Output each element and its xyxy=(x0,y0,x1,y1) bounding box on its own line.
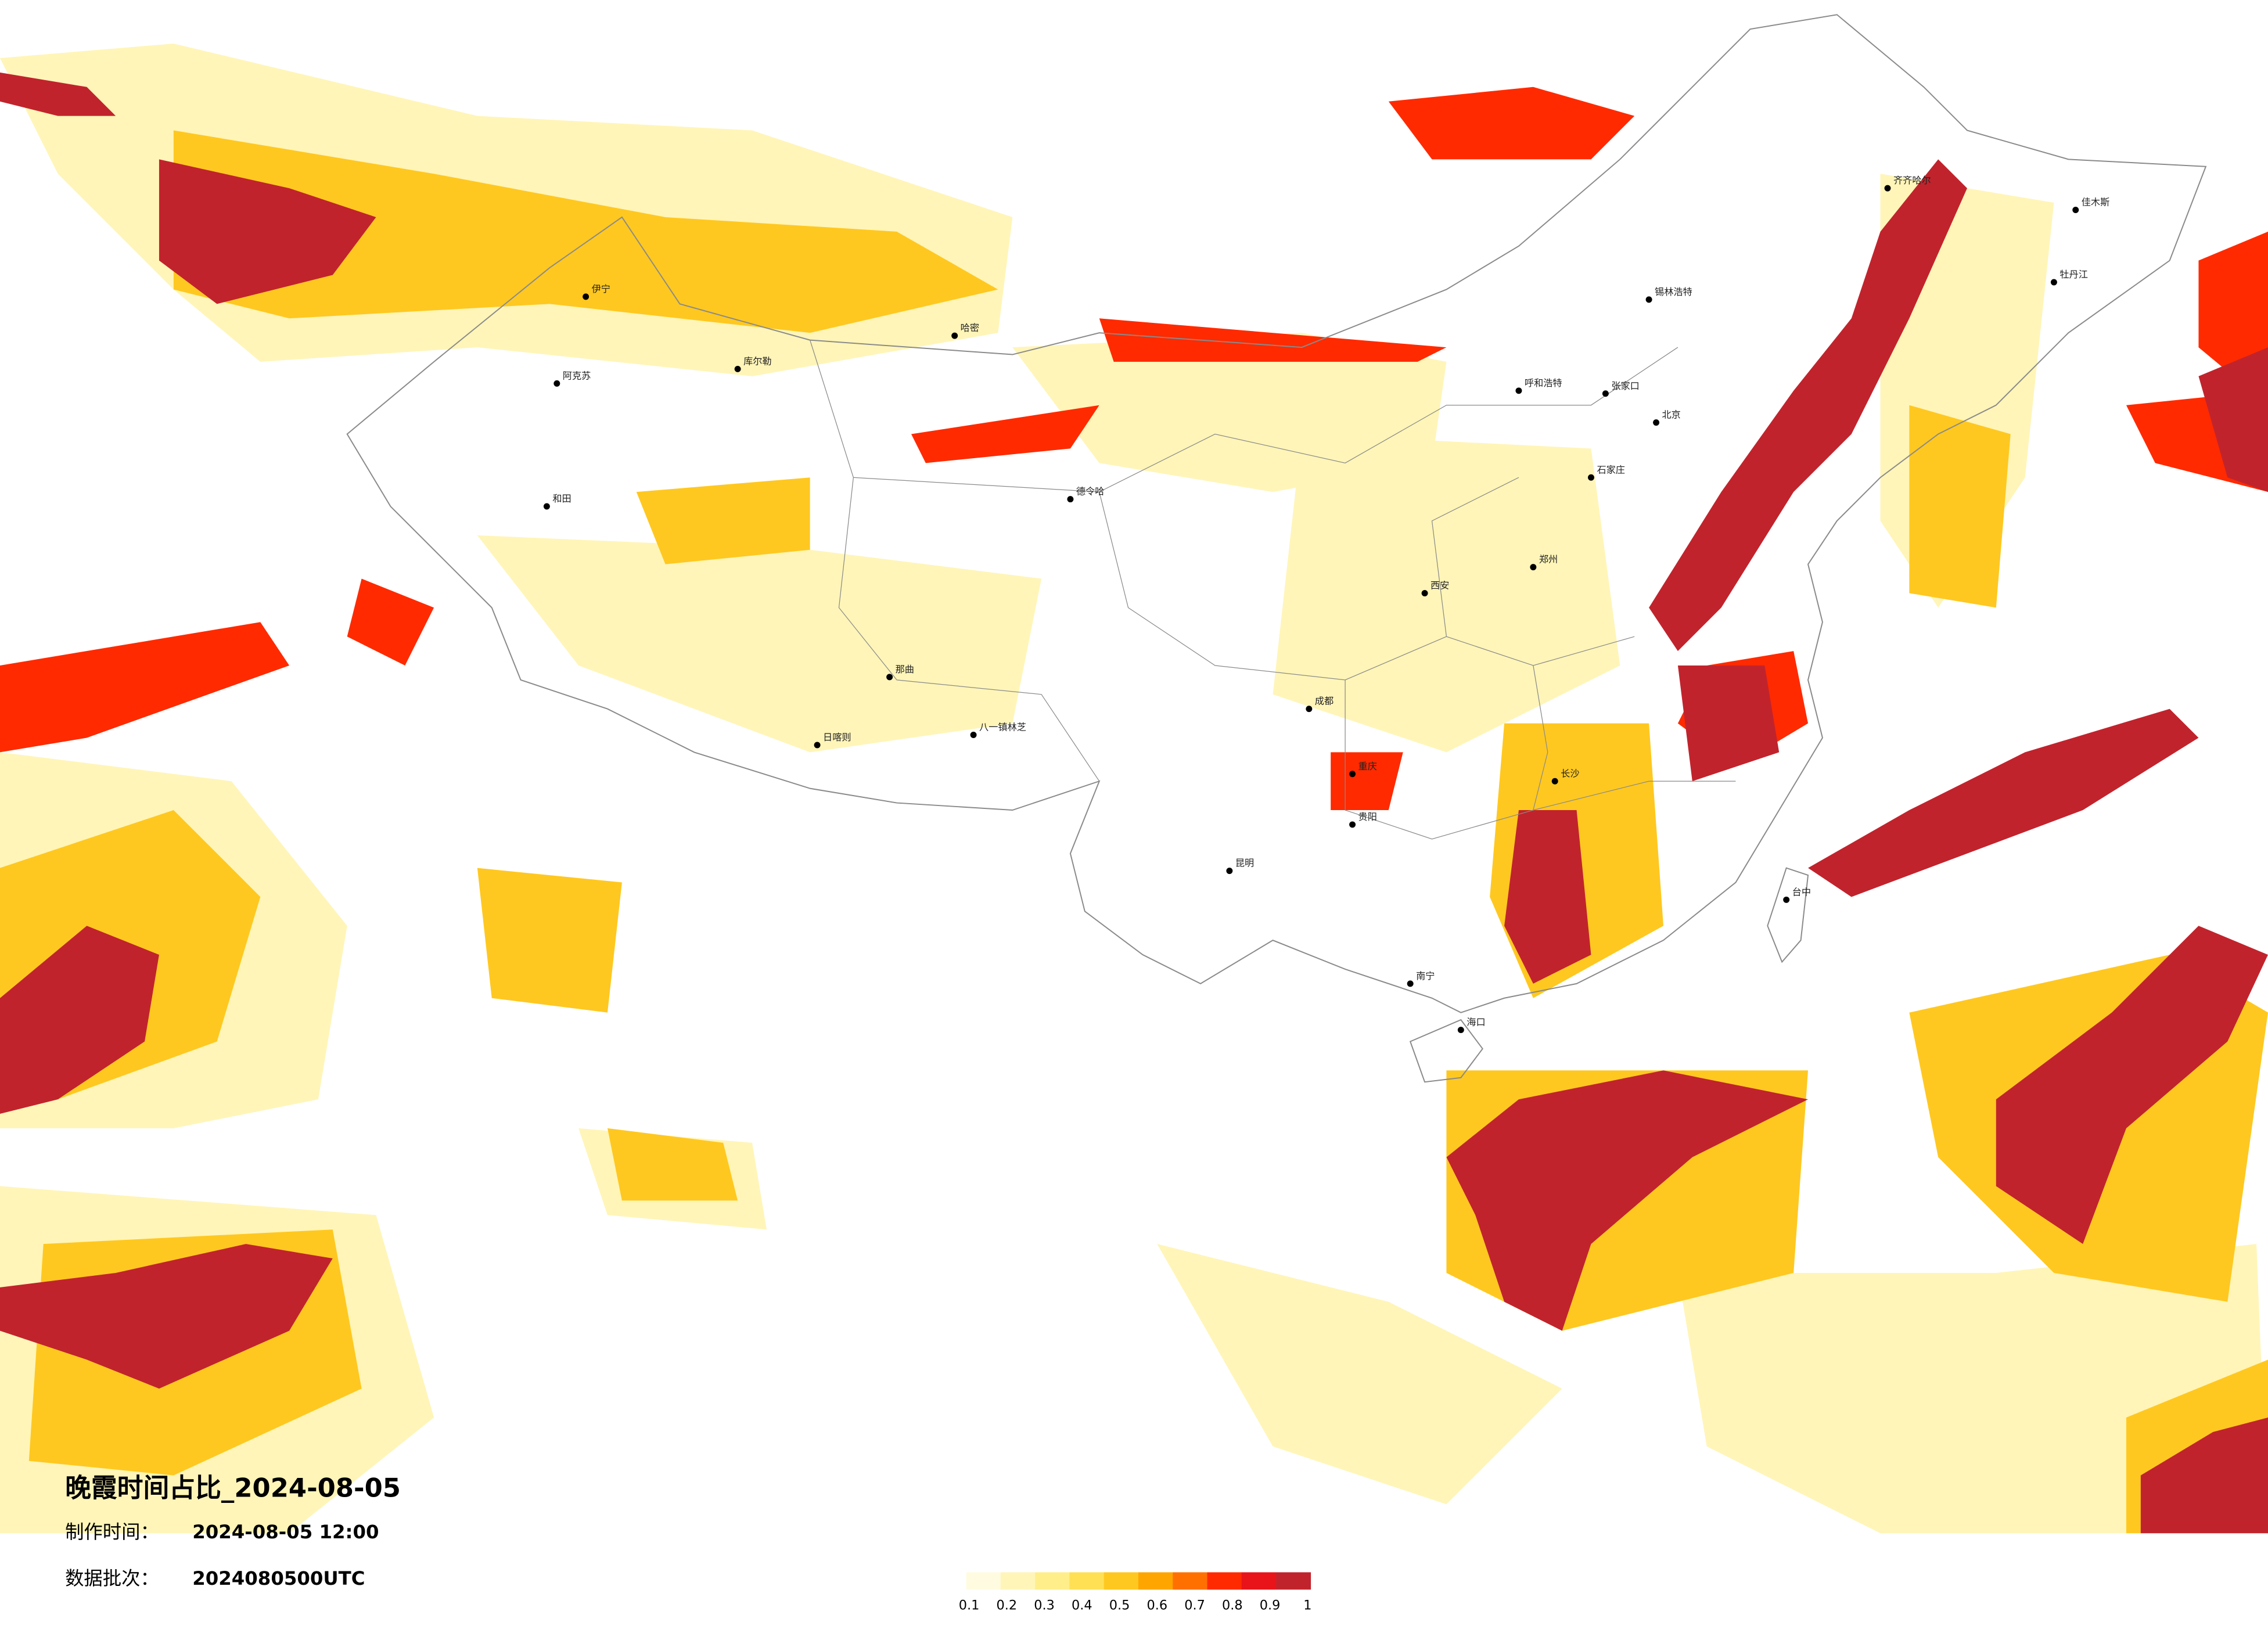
colorbar-cell xyxy=(1173,1572,1208,1590)
city-label: 西安 xyxy=(1430,580,1449,591)
city-dot xyxy=(1884,185,1891,192)
city-label: 呼和浩特 xyxy=(1525,377,1562,388)
colorbar-tick-label: 0.5 xyxy=(1109,1598,1130,1613)
colorbar-cell xyxy=(966,1572,1001,1590)
colorbar-cell xyxy=(1138,1572,1173,1590)
colorbar-tick-label: 0.3 xyxy=(1034,1598,1055,1613)
city-dot xyxy=(1530,564,1537,571)
china-border xyxy=(346,14,2207,1013)
city-label: 南宁 xyxy=(1416,970,1435,981)
city-label: 和田 xyxy=(552,493,571,504)
level-top xyxy=(0,72,2268,1534)
city-dot xyxy=(543,503,550,510)
city-label: 北京 xyxy=(1662,409,1681,420)
city-dot xyxy=(2050,279,2057,286)
batch-label: 数据批次： xyxy=(65,1567,159,1589)
province-lines xyxy=(810,340,1736,840)
city-dot xyxy=(970,732,977,738)
heat-field xyxy=(0,44,2268,1534)
city-label: 昆明 xyxy=(1235,858,1254,869)
city-dot xyxy=(951,332,958,339)
city-dot xyxy=(1645,296,1652,303)
city-dot xyxy=(1457,1027,1464,1034)
city-label: 牡丹江 xyxy=(2059,269,2088,280)
colorbar-cell xyxy=(1276,1572,1311,1590)
batch: 2024080500UTC xyxy=(192,1567,365,1589)
colorbar-tick-label: 0.8 xyxy=(1222,1598,1243,1613)
city-dot xyxy=(734,365,741,372)
city-dot xyxy=(1349,821,1356,828)
colorbar-tick-label: 0.9 xyxy=(1260,1598,1281,1613)
city-label: 佳木斯 xyxy=(2082,197,2110,208)
city-dot xyxy=(1515,387,1522,394)
city-dot xyxy=(1407,980,1414,987)
city-label: 齐齐哈尔 xyxy=(1893,175,1931,186)
city-dot xyxy=(583,293,590,300)
city-dot xyxy=(553,380,560,387)
colorbar-tick-label: 1 xyxy=(1303,1598,1311,1613)
city-dot xyxy=(1349,771,1356,778)
colorbar-tick-label: 0.7 xyxy=(1184,1598,1205,1613)
colorbar-cell xyxy=(1000,1572,1036,1590)
city-label: 哈密 xyxy=(961,322,979,333)
city-label: 郑州 xyxy=(1539,554,1558,565)
city-dot xyxy=(886,674,893,681)
colorbar-cell xyxy=(1035,1572,1070,1590)
colorbar-cell xyxy=(1207,1572,1242,1590)
city-label: 张家口 xyxy=(1611,380,1640,391)
city-label: 长沙 xyxy=(1561,768,1579,779)
city-dot xyxy=(1653,419,1660,426)
made-time-label: 制作时间： xyxy=(65,1521,159,1543)
city-dot xyxy=(2072,207,2079,213)
city-label: 台中 xyxy=(1792,886,1811,897)
colorbar-tick-label: 0.4 xyxy=(1072,1598,1092,1613)
city-label: 锡林浩特 xyxy=(1655,286,1692,297)
city-dot xyxy=(1067,496,1074,503)
colorbar-cell xyxy=(1069,1572,1105,1590)
city-dot xyxy=(814,742,821,749)
map-title: 晚霞时间占比_2024-08-05 xyxy=(65,1473,401,1503)
city-dot xyxy=(1587,474,1594,481)
borders xyxy=(346,14,2207,1083)
city-dot xyxy=(1421,589,1428,596)
city-label: 石家庄 xyxy=(1597,464,1625,475)
colorbar: 0.1 0.2 0.3 0.4 0.5 0.6 0.7 0.8 0.9 1 xyxy=(959,1572,1311,1613)
city-label: 那曲 xyxy=(896,664,914,675)
city-dot xyxy=(1602,390,1609,397)
city-dot xyxy=(1226,868,1233,875)
city-label: 重庆 xyxy=(1358,761,1377,772)
city-label: 伊宁 xyxy=(592,283,610,294)
city-dot xyxy=(1551,778,1558,785)
hainan xyxy=(1409,1019,1483,1083)
colorbar-cell xyxy=(1104,1572,1139,1590)
city-label: 阿克苏 xyxy=(563,370,591,381)
colorbar-tick-label: 0.2 xyxy=(997,1598,1018,1613)
city-label: 八一镇林芝 xyxy=(979,722,1026,733)
city-dot xyxy=(1306,706,1313,713)
city-label: 日喀则 xyxy=(823,732,851,743)
colorbar-tick-label: 0.6 xyxy=(1147,1598,1168,1613)
city-label: 海口 xyxy=(1467,1017,1485,1028)
city-label: 库尔勒 xyxy=(743,355,772,366)
colorbar-cell xyxy=(1241,1572,1277,1590)
city-dot xyxy=(1783,896,1790,903)
colorbar-tick-label: 0.1 xyxy=(959,1598,980,1613)
taiwan xyxy=(1767,867,1809,963)
city-label: 贵阳 xyxy=(1358,811,1377,822)
city-label: 德令哈 xyxy=(1076,486,1105,497)
city-label: 成都 xyxy=(1315,696,1334,707)
made-time: 2024-08-05 12:00 xyxy=(192,1521,379,1543)
